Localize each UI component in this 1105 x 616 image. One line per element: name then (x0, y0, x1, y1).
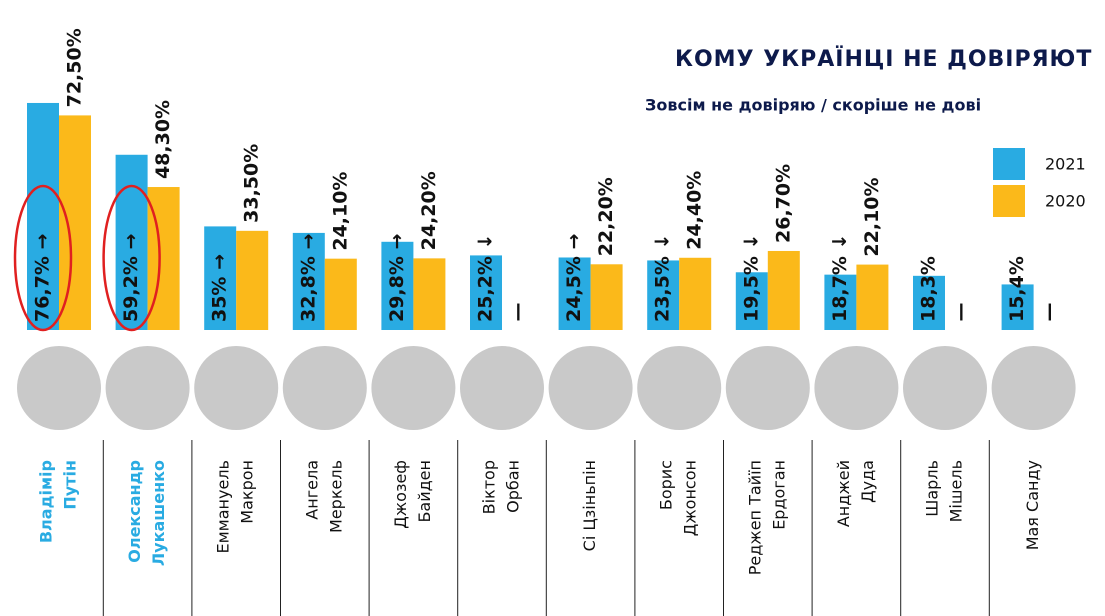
portrait (460, 346, 544, 430)
legend-swatch (993, 148, 1025, 180)
value-label: 24,10% (329, 172, 351, 251)
category-label: Байден (415, 460, 434, 523)
bar (591, 264, 623, 330)
category-label: Владімір (37, 460, 56, 543)
portrait (992, 346, 1076, 430)
portrait (726, 346, 810, 430)
category-label: Віктор (480, 460, 499, 514)
category-label: Ердоган (769, 460, 788, 530)
value-label: 35% → (209, 254, 231, 322)
portrait (903, 346, 987, 430)
category-label: Орбан (504, 460, 523, 513)
value-label: 25,2% ↓ (475, 234, 497, 322)
category-label: Лукашенко (149, 460, 168, 566)
value-label: 24,40% (684, 171, 706, 250)
value-label: 19,5% ↓ (740, 234, 762, 322)
value-label: 22,10% (861, 177, 883, 256)
chart-subtitle: Зовсім не довіряю / скоріше не дові (645, 96, 981, 115)
category-label: Дуда (858, 460, 877, 503)
value-label: 18,7% ↓ (829, 234, 851, 322)
portrait (17, 346, 101, 430)
category-label: Реджеп Тайїп (745, 460, 764, 575)
value-label: — (950, 303, 972, 322)
value-label: 29,8% → (386, 234, 408, 322)
category-label: Ангела (302, 460, 321, 520)
category-label: Анджей (834, 460, 853, 527)
portrait (106, 346, 190, 430)
value-label: — (507, 303, 529, 322)
value-label: 18,3% (918, 256, 940, 322)
value-label: 26,70% (772, 164, 794, 243)
portrait (814, 346, 898, 430)
value-label: 32,8% → (297, 234, 319, 322)
category-label: Еммануель (214, 460, 233, 553)
category-label: Меркель (326, 460, 345, 533)
bar (59, 115, 91, 330)
value-label: 24,20% (418, 171, 440, 250)
bar (679, 258, 711, 330)
category-label: Путін (61, 460, 80, 510)
portrait (371, 346, 455, 430)
legend-swatch (993, 185, 1025, 217)
value-label: 76,7% → (32, 234, 54, 322)
value-label: 72,50% (64, 28, 86, 107)
value-label: 15,4% (1006, 256, 1028, 322)
bar (236, 231, 268, 330)
bar (856, 265, 888, 330)
bar (325, 259, 357, 330)
value-label: 33,50% (241, 144, 263, 223)
category-label: Борис (657, 460, 676, 510)
category-label: Шарль (923, 460, 942, 517)
category-label: Олександр (125, 460, 144, 563)
legend-label: 2020 (1045, 192, 1086, 211)
portrait (194, 346, 278, 430)
chart: КОМУ УКРАЇНЦІ НЕ ДОВІРЯЮТ Зовсім не дові… (0, 0, 1105, 616)
value-label: 59,2% → (120, 234, 142, 322)
value-label: 23,5% ↓ (652, 234, 674, 322)
value-label: 48,30% (152, 100, 174, 179)
category-label: Сі Цзіньпін (580, 460, 599, 551)
category-label: Мая Санду (1023, 460, 1042, 550)
category-label: Макрон (238, 460, 257, 524)
value-label: 22,20% (595, 177, 617, 256)
legend-label: 2021 (1045, 155, 1086, 174)
chart-title: КОМУ УКРАЇНЦІ НЕ ДОВІРЯЮТ (675, 46, 1092, 72)
portrait (549, 346, 633, 430)
value-label: — (1038, 303, 1060, 322)
category-label: Джозеф (391, 460, 410, 529)
category-label: Джонсон (681, 460, 700, 536)
bar (413, 258, 445, 330)
value-label: 24,5% → (563, 234, 585, 322)
portrait (637, 346, 721, 430)
bar (768, 251, 800, 330)
portrait (283, 346, 367, 430)
category-label: Мішель (947, 460, 966, 522)
